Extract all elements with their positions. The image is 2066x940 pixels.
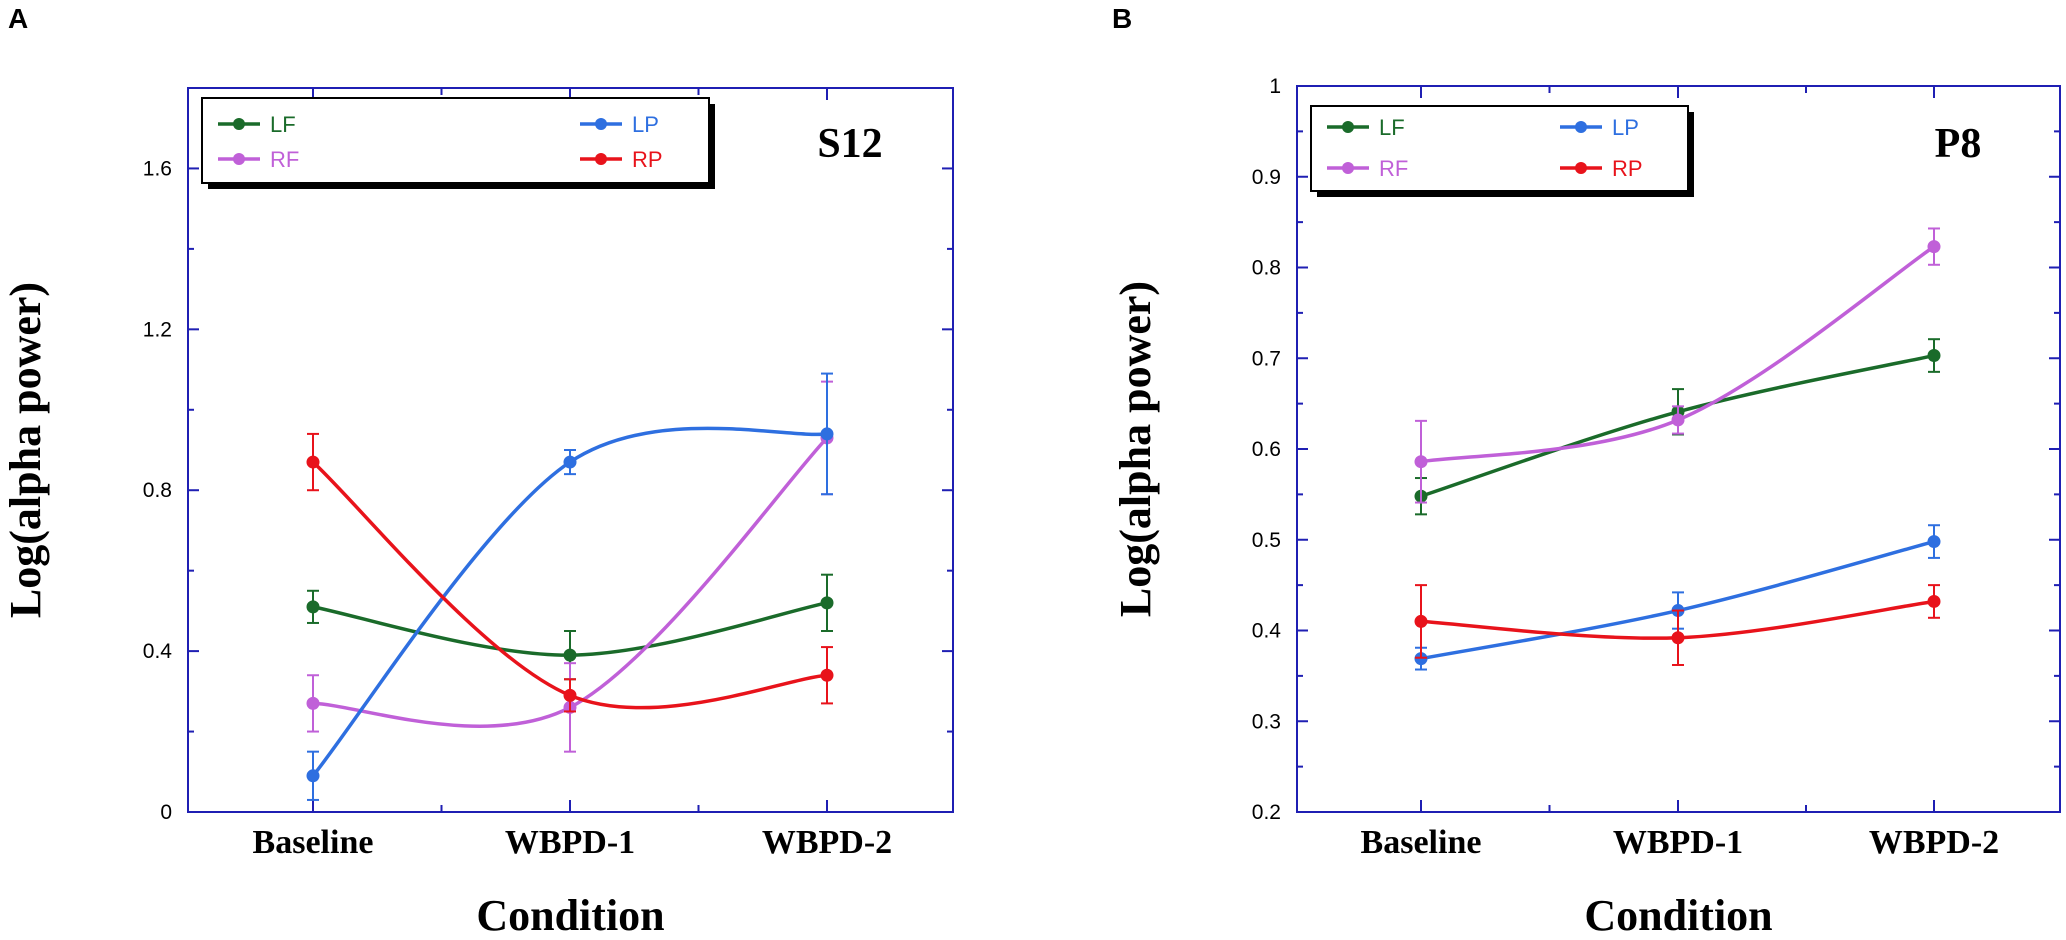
- x-tick-label: WBPD-2: [762, 824, 892, 861]
- data-point: [820, 668, 834, 682]
- x-tick-label: WBPD-1: [1613, 824, 1743, 861]
- panel-label: A: [8, 3, 28, 34]
- series-rp: [306, 432, 834, 713]
- y-tick-label: 0.8: [143, 479, 172, 502]
- legend-label: RP: [1612, 156, 1643, 181]
- data-point: [306, 455, 320, 469]
- series-rp: [1414, 584, 1941, 666]
- x-tick-label: Baseline: [253, 824, 374, 861]
- legend-box: [201, 97, 710, 184]
- legend-swatch-marker: [233, 118, 245, 130]
- data-point: [306, 696, 320, 710]
- data-point: [1414, 614, 1428, 628]
- y-tick-label: 0.2: [1252, 801, 1281, 824]
- legend: LF RF LP RP: [201, 97, 715, 189]
- data-point: [306, 769, 320, 783]
- y-tick-label: 0.9: [1252, 166, 1281, 189]
- chart-panel-a: A 0 0.4 0.8 1.2 1.6 Baseline WBPD-1 WBPD-2 Condit…: [1, 3, 954, 940]
- data-point: [820, 596, 834, 610]
- series-line: [311, 426, 828, 777]
- legend-swatch-marker: [1342, 162, 1354, 174]
- legend-label: RF: [270, 147, 299, 172]
- legend-label: RP: [632, 147, 663, 172]
- series-lp: [306, 372, 834, 801]
- y-tick-label: 0.4: [143, 640, 173, 663]
- legend-swatch-marker: [1342, 121, 1354, 133]
- y-tick-label: 0.6: [1252, 438, 1281, 461]
- y-tick-label: 0.4: [1252, 620, 1282, 643]
- y-tick-label: 0.5: [1252, 529, 1281, 552]
- x-tick-label: WBPD-1: [505, 824, 635, 861]
- y-tick-label: 0.3: [1252, 710, 1281, 733]
- legend-swatch-marker: [595, 153, 607, 165]
- data-point: [1927, 349, 1941, 363]
- y-tick-label: 0.8: [1252, 257, 1281, 280]
- y-tick-label: 1.6: [143, 157, 172, 180]
- x-axis-title: Condition: [1584, 891, 1772, 940]
- series-line: [312, 436, 829, 728]
- y-tick-label: 1: [1269, 75, 1281, 98]
- legend-swatch-marker: [595, 118, 607, 130]
- data-point: [563, 455, 577, 469]
- data-point: [1671, 413, 1685, 427]
- data-point: [563, 648, 577, 662]
- legend-label: LP: [632, 112, 659, 137]
- chart-panel-b: B 0.2 0.3 0.4 0.5 0.6 0.7 0.8 0.9 1 Baseline WBPD-1…: [1111, 3, 2061, 940]
- y-axis-title: Log(alpha power): [1111, 281, 1160, 617]
- y-axis-title: Log(alpha power): [1, 282, 50, 618]
- legend-box: [1310, 105, 1689, 192]
- legend-swatch-marker: [233, 153, 245, 165]
- data-point: [1927, 535, 1941, 549]
- legend-label: LP: [1612, 115, 1639, 140]
- legend-swatch-marker: [1575, 162, 1587, 174]
- data-point: [1927, 240, 1941, 254]
- data-point: [1671, 631, 1685, 645]
- subject-annotation: P8: [1935, 121, 1982, 167]
- y-tick-label: 1.2: [143, 318, 172, 341]
- y-tick-label: 0: [160, 801, 172, 824]
- x-tick-label: Baseline: [1361, 824, 1482, 861]
- data-point: [1414, 455, 1428, 469]
- legend-label: LF: [270, 112, 296, 137]
- legend: LF RF LP RP: [1310, 105, 1694, 197]
- legend-swatch-marker: [1575, 121, 1587, 133]
- legend-label: RF: [1379, 156, 1408, 181]
- y-tick-label: 0.7: [1252, 347, 1281, 370]
- x-tick-label: WBPD-2: [1869, 824, 1999, 861]
- data-point: [820, 427, 834, 441]
- legend-label: LF: [1379, 115, 1405, 140]
- data-point: [306, 600, 320, 614]
- panel-label: B: [1112, 3, 1132, 34]
- x-axis-title: Condition: [476, 891, 664, 940]
- series-rf: [1414, 227, 1941, 504]
- data-point: [563, 688, 577, 702]
- subject-annotation: S12: [817, 121, 882, 167]
- data-point: [1927, 594, 1941, 608]
